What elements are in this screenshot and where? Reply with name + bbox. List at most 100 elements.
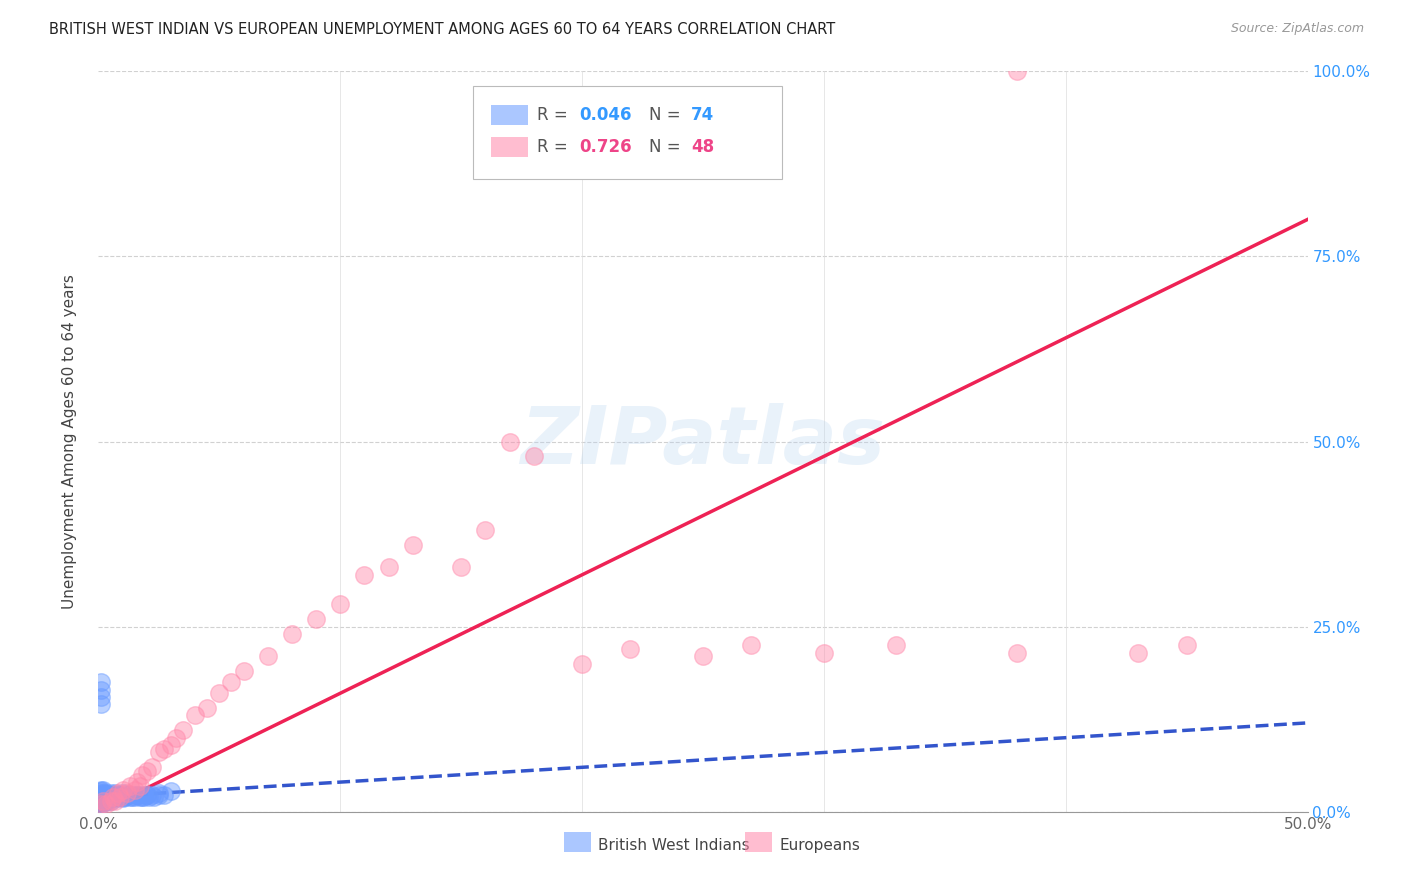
Point (90, 786, 112, 800)
Point (127, 775, 149, 789)
Point (90, 789, 112, 804)
Point (128, 789, 150, 804)
Point (90, 796, 112, 810)
Point (91, 791, 114, 805)
Text: N =: N = (648, 106, 686, 124)
Point (90, 794, 112, 808)
Point (94, 789, 117, 804)
Point (143, 789, 166, 804)
Point (117, 786, 139, 800)
Point (101, 791, 124, 805)
Point (101, 789, 124, 803)
Bar (492, 136, 527, 157)
Point (94, 786, 117, 800)
Point (91, 791, 114, 805)
Point (1175, 638, 1198, 652)
Point (104, 789, 127, 804)
Point (107, 789, 129, 804)
Point (329, 598, 352, 612)
Point (108, 789, 131, 803)
Point (135, 764, 157, 778)
Y-axis label: Unemployment Among Ages 60 to 64 years: Unemployment Among Ages 60 to 64 years (62, 274, 77, 609)
Point (111, 791, 134, 805)
Point (100, 794, 122, 808)
Point (90, 789, 112, 804)
Point (377, 560, 399, 574)
Point (148, 746, 170, 760)
Point (101, 789, 124, 804)
Point (148, 789, 170, 803)
Point (91, 789, 114, 804)
Point (131, 789, 153, 803)
Point (90, 784, 112, 798)
Text: BRITISH WEST INDIAN VS EUROPEAN UNEMPLOYMENT AMONG AGES 60 TO 64 YEARS CORRELATI: BRITISH WEST INDIAN VS EUROPEAN UNEMPLOY… (49, 22, 835, 37)
Point (90, 789, 112, 803)
Point (152, 789, 174, 803)
Point (232, 664, 254, 678)
Text: 0.046: 0.046 (579, 106, 633, 124)
Point (172, 723, 194, 738)
Point (107, 789, 129, 804)
Point (124, 789, 146, 804)
Point (91, 782, 114, 797)
Point (1007, 646, 1029, 660)
Point (100, 794, 122, 808)
Text: ZIPatlas: ZIPatlas (520, 402, 886, 481)
Point (104, 794, 127, 808)
Text: British West Indians: British West Indians (598, 838, 749, 853)
Point (90, 797, 112, 812)
Point (90, 782, 112, 797)
Point (1128, 646, 1150, 660)
Point (127, 789, 149, 803)
Point (256, 649, 278, 664)
Point (121, 789, 143, 803)
Point (740, 638, 762, 652)
Point (208, 686, 231, 700)
Point (160, 784, 183, 798)
Point (97, 789, 120, 804)
Point (402, 538, 425, 552)
Point (117, 789, 139, 803)
Point (97, 791, 120, 805)
Point (94, 789, 117, 803)
Point (107, 791, 129, 805)
Point (127, 789, 149, 803)
Point (619, 641, 641, 656)
Point (305, 612, 328, 626)
Point (124, 782, 146, 797)
Point (523, 450, 546, 464)
Point (118, 779, 141, 793)
Point (108, 789, 131, 804)
Point (886, 638, 908, 652)
Text: R =: R = (537, 106, 574, 124)
Point (91, 786, 114, 800)
Point (94, 794, 117, 808)
Point (135, 789, 157, 803)
Point (692, 649, 714, 664)
Point (498, 434, 520, 449)
Point (97, 794, 120, 808)
Point (91, 794, 114, 808)
Point (90, 791, 112, 805)
Point (111, 786, 134, 800)
Point (104, 786, 127, 800)
Point (91, 789, 114, 804)
Point (91, 796, 114, 810)
Point (108, 789, 131, 804)
Point (135, 789, 157, 803)
Point (152, 741, 174, 756)
Text: N =: N = (648, 138, 686, 156)
Point (134, 789, 156, 804)
Point (141, 760, 163, 774)
Point (90, 690, 112, 704)
Point (94, 791, 117, 805)
Point (117, 789, 139, 803)
FancyBboxPatch shape (474, 87, 782, 178)
Point (138, 789, 160, 804)
Point (165, 731, 187, 745)
Point (118, 789, 141, 804)
Point (195, 701, 218, 715)
Bar (492, 104, 527, 126)
Text: 48: 48 (690, 138, 714, 156)
Point (131, 767, 153, 781)
